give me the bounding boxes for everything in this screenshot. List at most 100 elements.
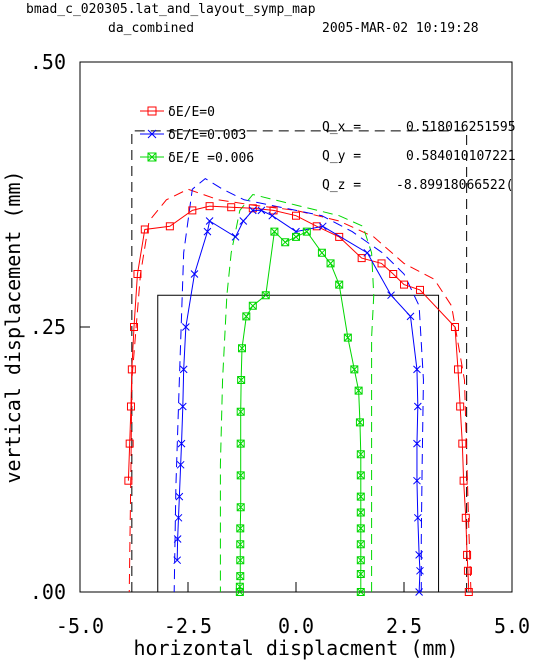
series-0: [124, 202, 473, 596]
x-tick-label-1: -2.5: [164, 614, 212, 638]
series-2-point-19: [270, 227, 279, 236]
series-2-point-20: [261, 291, 270, 300]
series-1-point-14: [257, 206, 266, 215]
series-2-point-18: [281, 238, 290, 247]
header-subtitle: da_combined: [108, 21, 194, 36]
header-date: 2005-MAR-02 10:19:28: [322, 21, 479, 36]
series-0-point-6: [456, 402, 465, 411]
series-1-point-28: [173, 535, 182, 543]
series-2-point-16: [302, 227, 311, 236]
header: bmad_c_020305.lat_and_layout_symp_map da…: [26, 2, 479, 36]
series-1-point-5: [413, 439, 421, 448]
series-0-point-1: [463, 566, 472, 575]
x-tick-label-0: -5.0: [56, 614, 104, 638]
y-axis-label: vertical displacement (mm): [1, 170, 25, 483]
series-2-point-32: [236, 572, 245, 581]
dashed-curve-2: [219, 193, 375, 592]
legend-label-1: δE/E=0.003: [168, 128, 246, 143]
series-0-point-2: [463, 550, 472, 559]
series-2-point-5: [356, 508, 365, 517]
series-1-point-20: [190, 270, 199, 278]
header-file: bmad_c_020305.lat_and_layout_symp_map: [26, 2, 316, 17]
series-1-point-1: [416, 566, 424, 575]
series-2-point-24: [237, 376, 246, 384]
series-1: [173, 206, 424, 596]
plot-frame: [79, 61, 513, 593]
tune-label-z: Q_z =: [322, 178, 361, 193]
dashed-curve-0: [128, 188, 472, 593]
series-0-point-23: [140, 225, 149, 234]
legend-item-1: δE/E=0.003: [140, 128, 246, 143]
series-2-point-0: [356, 588, 365, 596]
series-0-point-10: [400, 280, 408, 289]
series-2-point-13: [335, 280, 344, 289]
dashed-curves: [128, 177, 472, 593]
y-tick-label-2: .50: [30, 50, 66, 74]
series-1-point-3: [413, 513, 422, 522]
series-2-point-9: [355, 418, 364, 427]
series-2-point-10: [354, 386, 363, 395]
tune-value-z: -8.89918066522(: [396, 178, 513, 193]
series-0-point-24: [133, 270, 142, 278]
series-1-point-11: [318, 222, 327, 231]
axis-ticks: -5.0 -2.5 0.0 2.5 5.0 .00 .25 .50: [30, 50, 530, 638]
series-0-point-12: [377, 259, 386, 268]
series-2-point-3: [356, 540, 365, 549]
series-0-point-9: [415, 285, 424, 294]
series-1-point-22: [179, 365, 188, 374]
series-1-point-6: [413, 402, 422, 411]
series-0-point-16: [292, 211, 300, 220]
series-2-point-14: [326, 259, 335, 268]
series-0-point-14: [335, 232, 344, 241]
series-2-point-29: [236, 524, 245, 533]
series-line-0: [127, 205, 470, 593]
y-tick-label-1: .25: [30, 315, 66, 339]
tune-label-y: Q_y =: [322, 149, 361, 164]
series-layer: [124, 202, 473, 596]
series-1-point-25: [176, 460, 185, 469]
series-0-point-28: [125, 439, 134, 448]
x-tick-label-2: 0.0: [278, 614, 314, 638]
series-0-point-4: [459, 476, 468, 485]
series-2-point-26: [236, 439, 245, 448]
series-0-point-18: [248, 204, 257, 213]
series-0-point-5: [458, 439, 467, 448]
series-0-point-25: [130, 323, 138, 331]
series-0-point-29: [124, 476, 133, 485]
series-2-point-28: [236, 503, 245, 512]
series-1-point-8: [406, 312, 415, 321]
series-2-point-21: [248, 301, 257, 310]
legend-item-2: δE/E =0.006: [140, 151, 254, 166]
tune-label-x: Q_x =: [322, 120, 361, 135]
series-1-point-17: [231, 233, 240, 241]
series-2-point-11: [350, 365, 359, 374]
series-2-point-8: [356, 450, 365, 459]
series-2-point-25: [236, 407, 245, 416]
series-1-point-27: [174, 513, 183, 522]
dashed-curve-1: [173, 177, 424, 593]
legend-label-0: δE/E=0: [168, 105, 215, 120]
series-1-point-24: [177, 439, 186, 448]
series-0-point-13: [357, 254, 366, 263]
tune-value-y: 0.584010107221: [406, 149, 516, 164]
y-tick-label-0: .00: [30, 580, 66, 604]
series-0-point-22: [165, 222, 174, 231]
series-2-point-30: [236, 540, 245, 549]
series-2-point-12: [343, 333, 352, 342]
series-0-point-19: [227, 203, 236, 212]
series-2-point-23: [238, 344, 246, 353]
series-0-point-27: [126, 402, 135, 411]
series-0-point-21: [188, 206, 197, 215]
series-0-point-8: [450, 323, 459, 331]
series-0-point-3: [461, 513, 470, 522]
series-1-point-15: [248, 206, 257, 215]
series-2-point-4: [356, 524, 365, 533]
series-1-point-0: [415, 588, 423, 596]
series-2-point-27: [236, 471, 245, 480]
series-0-point-20: [205, 202, 214, 211]
legend-item-0: δE/E=0: [140, 105, 215, 120]
legend-label-2: δE/E =0.006: [168, 151, 254, 166]
series-1-point-4: [413, 476, 421, 485]
series-1-point-9: [387, 291, 395, 300]
